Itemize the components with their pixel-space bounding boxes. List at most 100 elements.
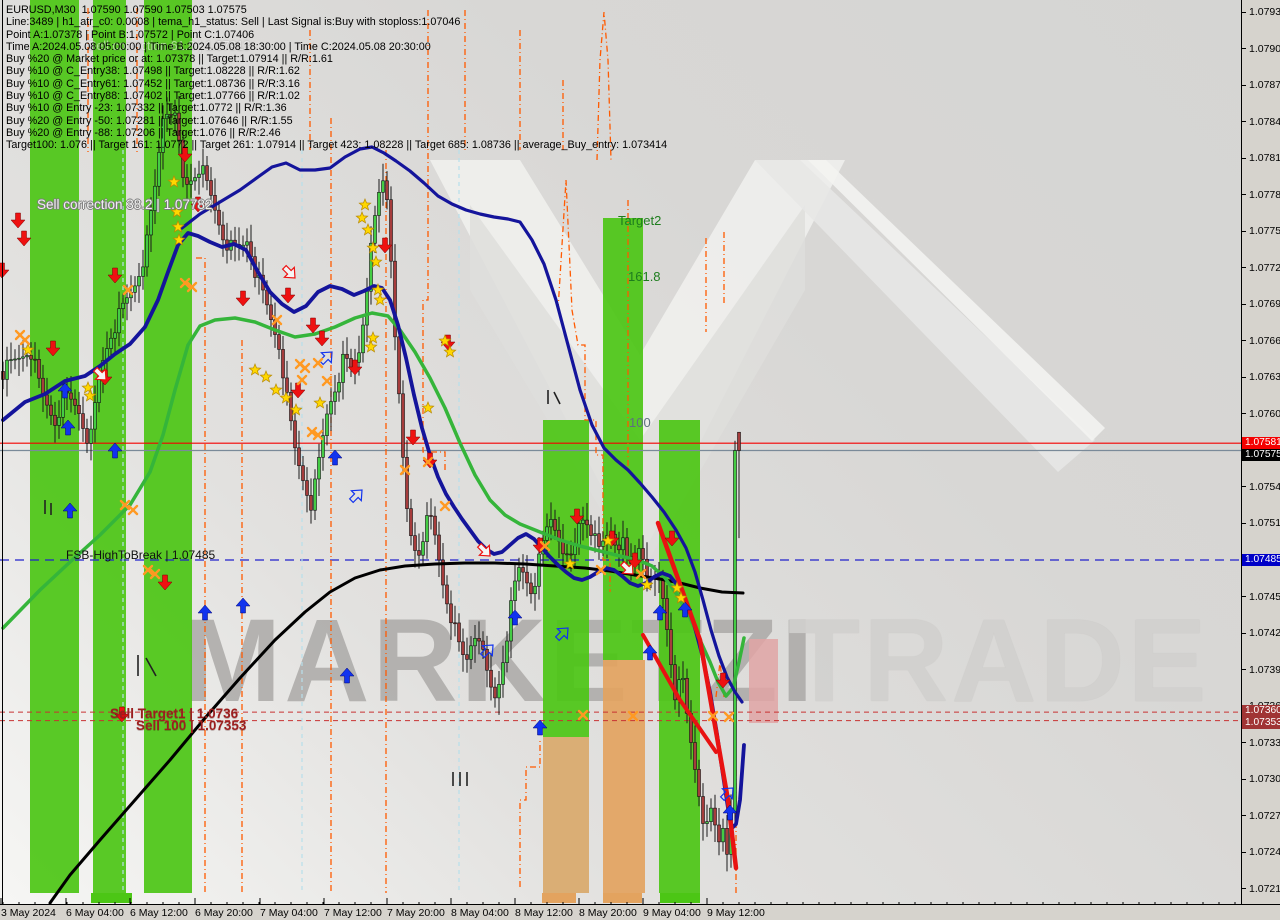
star-marker-icon — [373, 293, 387, 306]
price-tick — [1242, 48, 1246, 50]
price-axis[interactable]: 1.07935 1.07905 1.07875 1.07845 1.07815 1.077… — [1241, 0, 1280, 904]
buy-signal-outline-icon — [719, 787, 734, 802]
x-marker-icon — [577, 709, 589, 721]
candle-body — [625, 537, 629, 557]
candle-body — [409, 508, 413, 536]
sell-arrow-icon — [10, 212, 26, 229]
price-tick — [1242, 522, 1246, 524]
price-tick-label: 1.07305 — [1249, 773, 1280, 785]
info-line-12: Target100: 1.076 || Target 161: 1.0772 |… — [6, 139, 668, 152]
price-tick-label: 1.07935 — [1249, 6, 1280, 19]
star-marker-icon — [364, 340, 378, 353]
candle-body — [57, 416, 61, 426]
candle-body — [85, 428, 89, 444]
candle-body — [197, 173, 201, 178]
candle-body — [325, 413, 329, 436]
price-tick — [1242, 669, 1246, 670]
price-tick — [1242, 303, 1246, 305]
signal-band — [93, 0, 126, 893]
x-marker-icon — [321, 375, 333, 387]
candle-body — [245, 241, 249, 246]
price-tag-1.07353: 1.07353 — [1242, 717, 1280, 729]
x-marker-icon — [723, 711, 735, 723]
buy-arrow-icon — [197, 604, 213, 621]
signal-band — [30, 0, 79, 893]
x-marker-icon — [127, 504, 139, 516]
sell-arrow-icon — [715, 672, 731, 689]
candle-body — [201, 165, 205, 175]
candle-body — [165, 114, 169, 119]
candle-body — [113, 332, 117, 339]
info-line-9: Buy %10 @ Entry -23: 1.07332 || Target:1… — [6, 102, 287, 115]
chart-plot-area[interactable]: MARKETZI TRADE Sell correction 61.8 | 1.… — [0, 0, 1241, 904]
candle-body — [597, 533, 601, 547]
candle-body — [553, 519, 557, 531]
buy-arrow-icon — [327, 449, 343, 466]
candle-body — [453, 622, 457, 625]
candle-body — [205, 165, 209, 181]
fib-161-8-label: 161.8 — [628, 269, 661, 284]
candle-body — [461, 641, 465, 655]
sell-arrow-icon — [0, 262, 10, 279]
price-tick-label: 1.07515 — [1249, 517, 1280, 530]
price-tick-label: 1.07905 — [1249, 42, 1280, 55]
star-marker-icon — [269, 383, 283, 396]
price-tick-label: 1.07665 — [1249, 334, 1280, 347]
star-marker-icon — [421, 401, 435, 414]
time-tick-label: 8 May 20:00 — [579, 907, 637, 919]
candle-body — [293, 420, 297, 449]
ma-navy-fast — [1, 231, 746, 830]
candle-body — [193, 177, 197, 182]
ma-black-slow — [48, 561, 745, 904]
info-line-2: Line:3489 | h1_atr_c0: 0.0008 | tema_h1_… — [6, 16, 461, 29]
star-marker-icon — [171, 220, 185, 233]
candle-body — [337, 382, 341, 393]
price-tick — [1242, 815, 1246, 816]
sell-correction-382-label: Sell correction 38.2 | 1.07782 — [37, 197, 213, 212]
sell-arrow-icon — [235, 290, 251, 307]
price-tag-1.07575: 1.07575 — [1242, 449, 1280, 461]
sell-arrow-icon — [16, 230, 32, 247]
price-tag-1.07360: 1.07360 — [1242, 705, 1280, 717]
candle-body — [49, 404, 53, 416]
star-marker-icon — [369, 255, 383, 268]
candle-body — [185, 177, 189, 185]
candle-body — [81, 413, 85, 429]
price-tick — [1242, 230, 1246, 232]
time-axis[interactable]: 3 May 2024 6 May 04:00 6 May 12:00 6 May 20… — [0, 904, 1280, 920]
watermark-logo-stripe — [808, 160, 1105, 441]
candle-body — [497, 684, 501, 699]
signal-band-strip — [603, 893, 642, 903]
candle-body — [77, 405, 81, 414]
x-marker-icon — [14, 329, 26, 341]
price-tick-label: 1.07845 — [1249, 115, 1280, 128]
chart-canvas[interactable] — [0, 0, 1241, 904]
price-tick-label: 1.07545 — [1249, 480, 1280, 493]
candle-body — [273, 319, 277, 335]
watermark-logo-stripe — [755, 160, 1095, 472]
candle-body — [429, 515, 433, 517]
time-tick-label: 6 May 20:00 — [195, 907, 253, 919]
candle-body — [589, 524, 593, 536]
info-line-7: Buy %10 @ C_Entry61: 1.07452 || Target:1… — [6, 77, 300, 90]
star-marker-icon — [21, 343, 35, 356]
sell-arrow-icon — [314, 330, 330, 347]
price-tick-label: 1.07695 — [1249, 298, 1280, 311]
sell-arrow-icon — [290, 382, 306, 399]
star-marker-icon — [81, 381, 95, 394]
stoploss-trail — [596, 11, 612, 161]
price-tick-label: 1.07275 — [1249, 809, 1280, 822]
candle-body — [441, 559, 445, 586]
sell-arrow-icon — [114, 706, 130, 723]
buy-arrow-icon — [60, 419, 76, 436]
buy-arrow-icon — [652, 604, 668, 621]
price-tick — [1242, 851, 1246, 853]
candle-body — [21, 356, 25, 359]
candle-body — [565, 553, 569, 556]
x-marker-icon — [627, 710, 639, 722]
candle-body — [697, 769, 701, 797]
fsb-high-to-break-label: FSB-HighToBreak | 1.07485 — [66, 548, 216, 562]
candle-body — [269, 304, 273, 321]
x-marker-icon — [707, 710, 719, 722]
candle-body — [457, 622, 461, 643]
